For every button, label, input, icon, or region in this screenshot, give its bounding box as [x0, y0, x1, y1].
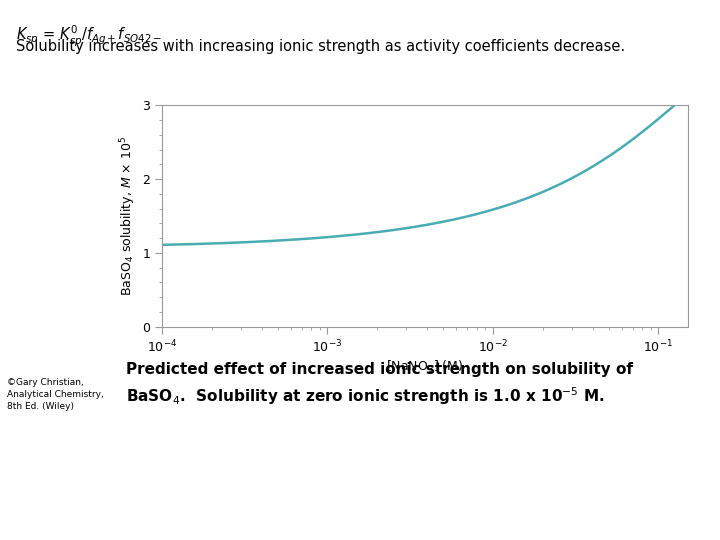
- Text: $K_{sp}$ = $K_{sp}^{0}$/$f_{Ag+}f_{SO42-}$: $K_{sp}$ = $K_{sp}^{0}$/$f_{Ag+}f_{SO42-…: [16, 24, 162, 49]
- Text: Predicted effect of increased ionic strength on solubility of
BaSO$_4$.  Solubil: Predicted effect of increased ionic stre…: [126, 362, 633, 407]
- Text: ©Gary Christian,
Analytical Chemistry,
8th Ed. (Wiley): ©Gary Christian, Analytical Chemistry, 8…: [7, 378, 104, 410]
- X-axis label: [NaNO$_3$] (M): [NaNO$_3$] (M): [386, 359, 464, 375]
- Y-axis label: BaSO$_4$ solubility, $M$ × 10$^5$: BaSO$_4$ solubility, $M$ × 10$^5$: [118, 136, 138, 296]
- Text: Solubility increases with increasing ionic strength as activity coefficients dec: Solubility increases with increasing ion…: [16, 39, 625, 54]
